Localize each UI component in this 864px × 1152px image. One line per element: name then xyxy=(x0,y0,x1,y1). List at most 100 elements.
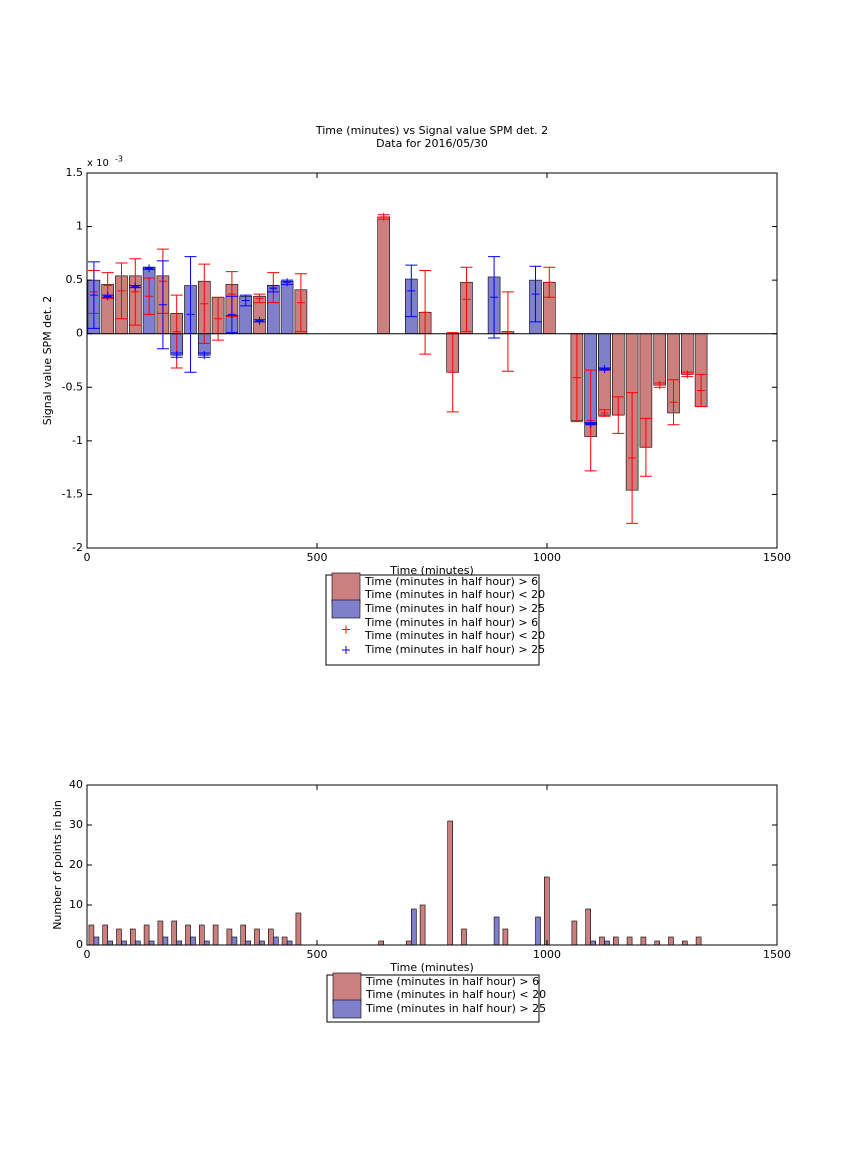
axes-box xyxy=(86,784,778,946)
bar xyxy=(199,924,205,945)
bar xyxy=(612,936,619,945)
bar xyxy=(272,936,279,945)
error-bar xyxy=(184,256,197,373)
error-bar xyxy=(198,263,211,344)
bar xyxy=(405,940,412,945)
bar xyxy=(378,940,385,945)
bar xyxy=(204,940,210,945)
error-bar xyxy=(212,296,225,341)
bar xyxy=(121,940,127,945)
bar xyxy=(93,936,100,945)
y-tick-label: 1 xyxy=(76,220,83,233)
bar xyxy=(419,904,426,945)
error-bar xyxy=(294,273,307,333)
bar xyxy=(212,924,219,945)
bar xyxy=(668,936,674,945)
bar xyxy=(226,928,233,945)
y-tick-label: 40 xyxy=(69,778,83,791)
x-tick-label: 500 xyxy=(307,948,328,961)
bar xyxy=(680,333,694,375)
error-bar xyxy=(198,351,211,360)
error-bar xyxy=(681,370,694,379)
bar xyxy=(267,928,274,945)
error-bar xyxy=(225,295,238,334)
error-bar xyxy=(170,294,183,369)
x-tick-label: 1000 xyxy=(533,948,561,961)
bar xyxy=(590,940,597,945)
x-tick-label: 1000 xyxy=(533,551,561,564)
error-bar xyxy=(267,284,280,293)
error-bar xyxy=(543,266,556,298)
legend-swatch xyxy=(332,972,362,1005)
error-bar xyxy=(653,381,666,390)
error-bar xyxy=(87,261,100,329)
x-tick-label: 0 xyxy=(84,551,91,564)
y-tick-label: -2 xyxy=(72,541,83,554)
y-tick-label: -1.5 xyxy=(62,487,83,500)
y-axis-label: Number of points in bin xyxy=(51,800,64,930)
error-bar xyxy=(253,293,266,304)
bar xyxy=(626,936,633,945)
error-bar xyxy=(129,282,142,291)
error-bar xyxy=(377,212,390,221)
error-bar xyxy=(405,264,418,318)
bar xyxy=(254,928,260,945)
y-multiplier-exponent: -3 xyxy=(115,155,123,164)
y-tick-label: 30 xyxy=(69,818,83,831)
axes-box xyxy=(86,172,778,549)
bar xyxy=(286,940,293,945)
x-tick-label: 500 xyxy=(307,551,328,564)
bar xyxy=(240,924,246,945)
bar xyxy=(245,940,251,945)
bar xyxy=(130,928,136,945)
legend-label: Time (minutes in half hour) > 25 xyxy=(364,602,545,615)
plot-area xyxy=(88,820,702,945)
bar xyxy=(535,916,541,945)
error-bar xyxy=(460,266,473,333)
y-tick-label: -1 xyxy=(72,434,83,447)
bar xyxy=(598,333,611,370)
x-tick-label: 0 xyxy=(84,948,91,961)
bar xyxy=(640,936,647,945)
bar xyxy=(157,920,164,945)
error-bar xyxy=(626,392,639,524)
error-bar xyxy=(170,351,183,360)
legend-box xyxy=(325,574,540,666)
bar xyxy=(502,928,509,945)
bar xyxy=(148,940,155,945)
legend-box xyxy=(326,974,540,1023)
y-tick-label: 0.5 xyxy=(66,273,84,286)
bar xyxy=(295,912,302,945)
y-tick-label: 20 xyxy=(69,858,83,871)
bar xyxy=(162,936,169,945)
bar xyxy=(599,936,605,945)
bar xyxy=(604,940,610,945)
x-tick-label: 1500 xyxy=(763,948,791,961)
bar xyxy=(410,908,417,945)
error-bar xyxy=(446,332,459,413)
error-bar xyxy=(501,291,514,372)
bar xyxy=(493,916,500,945)
error-bar xyxy=(639,417,652,477)
error-bar xyxy=(612,396,625,434)
error-bar xyxy=(115,262,128,320)
bar xyxy=(185,924,191,945)
y-tick-label: 10 xyxy=(69,898,83,911)
bar xyxy=(461,928,467,945)
bar xyxy=(190,936,196,945)
y-tick-label: 0 xyxy=(76,327,83,340)
bar xyxy=(116,928,122,945)
y-tick-label: -0.5 xyxy=(62,380,83,393)
bar xyxy=(143,924,150,945)
bar xyxy=(107,940,113,945)
bar xyxy=(171,920,177,945)
legend-label: Time (minutes in half hour) > 6 Time (min… xyxy=(365,975,546,1001)
error-bar xyxy=(143,264,156,273)
plot-area xyxy=(87,212,708,524)
legend-label: Time (minutes in half hour) > 25 xyxy=(364,643,545,656)
error-bar xyxy=(101,292,114,301)
bar xyxy=(102,924,108,945)
bar xyxy=(88,924,95,945)
bar xyxy=(681,940,688,945)
